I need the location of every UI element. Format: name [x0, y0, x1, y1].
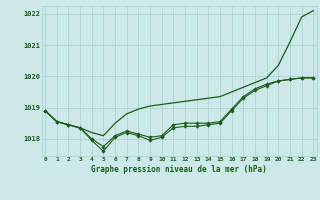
- X-axis label: Graphe pression niveau de la mer (hPa): Graphe pression niveau de la mer (hPa): [91, 165, 267, 174]
